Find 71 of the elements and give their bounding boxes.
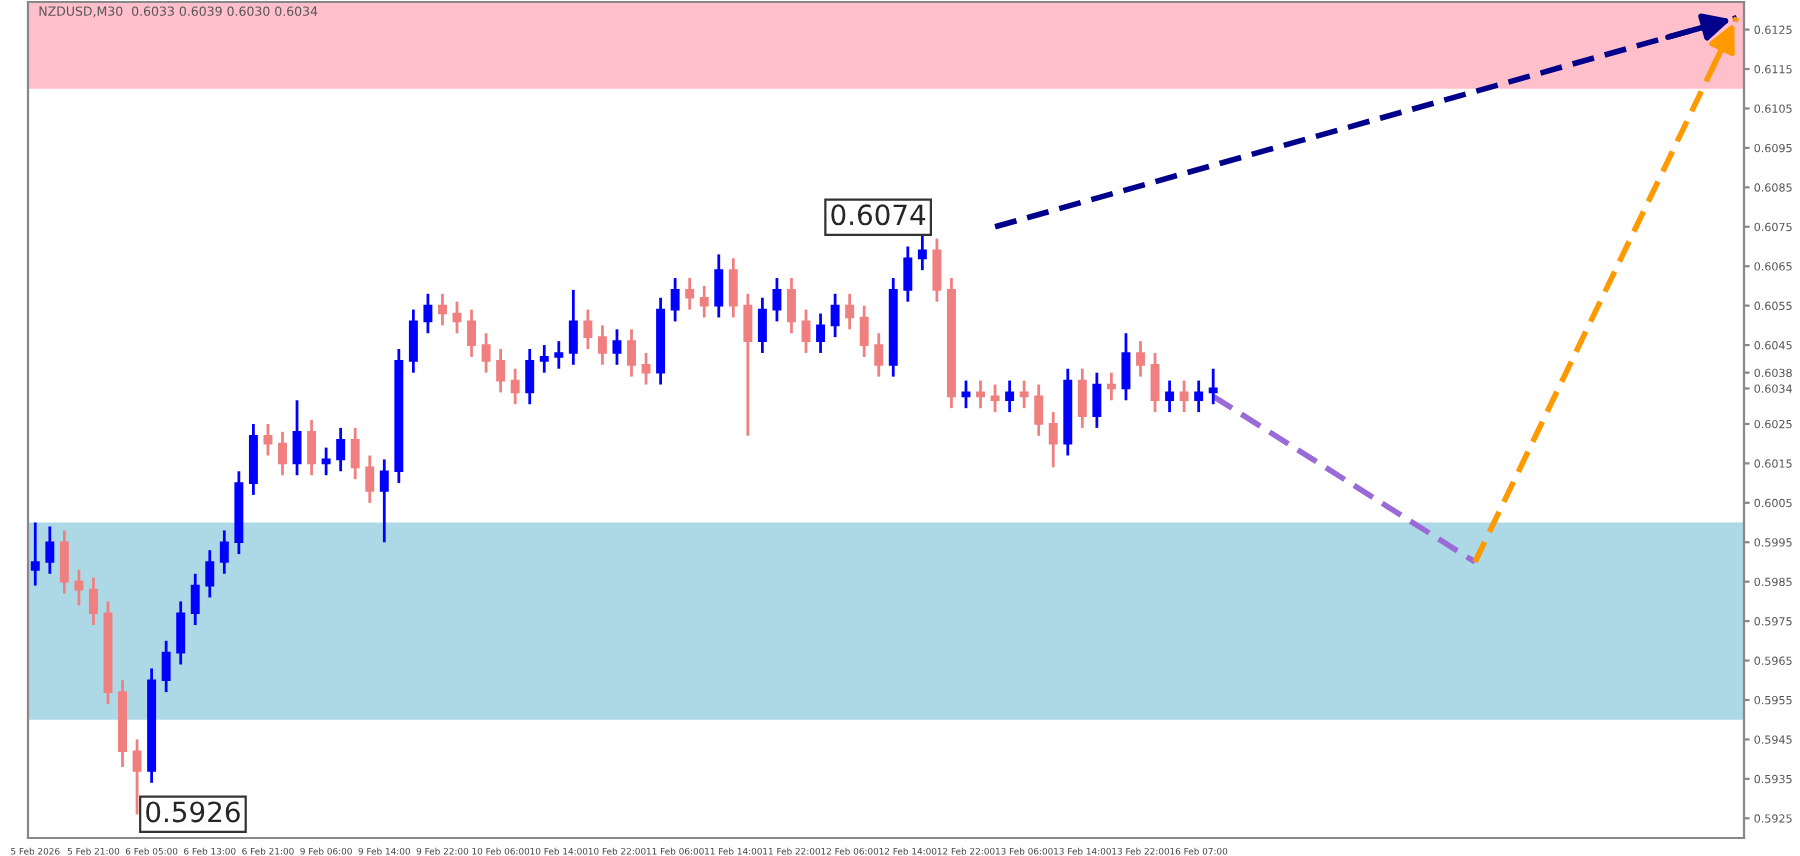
candlestick [976, 379, 985, 410]
candlestick [859, 304, 869, 359]
candlestick [321, 446, 331, 477]
candlestick [278, 430, 287, 477]
candlestick [336, 426, 346, 473]
candlestick [830, 292, 840, 339]
candlestick [597, 323, 607, 367]
candlestick [496, 347, 506, 394]
candlestick [45, 525, 55, 576]
candlestick [1077, 367, 1087, 430]
candlestick [1106, 371, 1116, 402]
candlestick [1019, 379, 1029, 410]
candlestick [365, 454, 375, 505]
candlestick [612, 327, 622, 367]
candlestick [685, 276, 695, 311]
candlestick [1179, 379, 1189, 414]
candlestick [772, 276, 782, 323]
candlestick [190, 572, 200, 627]
candlestick [874, 331, 884, 379]
candlestick [539, 343, 549, 375]
candlestick [481, 331, 491, 375]
candlestick [176, 600, 186, 666]
candlestick [670, 276, 680, 323]
candlestick [161, 639, 171, 694]
candlestick [132, 738, 142, 816]
candlestick [74, 568, 84, 607]
candlestick [467, 308, 477, 359]
candlestick [787, 276, 796, 335]
candlestick [248, 422, 258, 497]
candlestick [1005, 379, 1015, 414]
candlestick [757, 296, 767, 355]
candlestick [1092, 371, 1102, 430]
candlestick [525, 347, 535, 406]
candlestick [437, 292, 447, 327]
candlestick [1034, 383, 1044, 438]
candlestick [1208, 367, 1218, 406]
candlestick [641, 351, 651, 386]
candlestick [903, 245, 913, 304]
candlestick [510, 367, 520, 406]
candlestick [1165, 379, 1175, 414]
annotation: 0.5926 [146, 801, 240, 823]
candlestick [845, 292, 855, 331]
candlestick [583, 308, 593, 351]
candlestick [743, 292, 753, 438]
candlestick [263, 422, 273, 457]
candlestick [408, 308, 418, 375]
candlestick [1048, 410, 1058, 469]
candlestick [990, 383, 1000, 414]
candlestick [219, 529, 229, 576]
candlestick [1136, 339, 1145, 379]
candlestick [30, 521, 40, 588]
candlestick [554, 339, 564, 371]
candlestick [379, 458, 389, 544]
candlestick [1121, 331, 1131, 402]
candlestick [932, 237, 942, 304]
candlestick [307, 418, 317, 477]
candlestick [699, 284, 709, 319]
candlestick [1194, 379, 1204, 414]
candlestick [59, 529, 69, 595]
candlestick [816, 312, 826, 355]
candlestick [292, 398, 302, 477]
annotation: 0.6074 [831, 204, 926, 226]
candlestick [728, 256, 738, 319]
candlestick [627, 327, 636, 379]
candlestick [714, 252, 724, 319]
candlestick [350, 426, 360, 481]
candlestick [568, 288, 578, 367]
candlestick [88, 576, 98, 627]
candlestick [205, 548, 215, 599]
candlestick [1150, 351, 1160, 414]
candlestick [423, 292, 433, 335]
